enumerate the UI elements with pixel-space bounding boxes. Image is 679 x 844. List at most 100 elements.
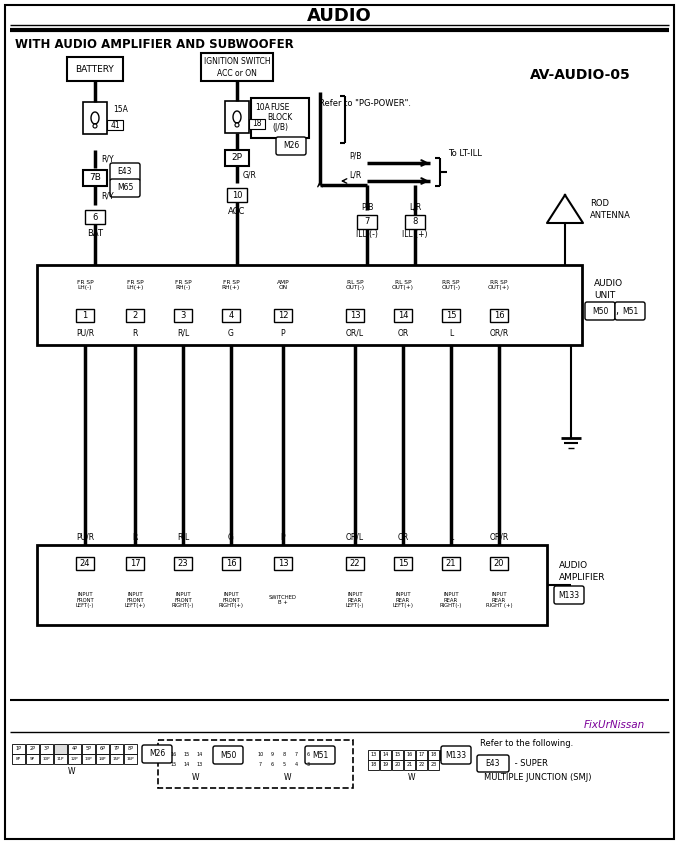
Text: 16: 16 xyxy=(171,753,177,758)
FancyBboxPatch shape xyxy=(213,746,243,764)
Bar xyxy=(12,754,25,764)
Text: 6: 6 xyxy=(307,753,310,758)
Text: Refer to the following.: Refer to the following. xyxy=(480,739,573,749)
Text: W: W xyxy=(192,773,200,782)
Text: INPUT
REAR
LEFT(+): INPUT REAR LEFT(+) xyxy=(392,592,414,609)
Text: M51: M51 xyxy=(312,750,328,760)
Text: 15: 15 xyxy=(394,753,401,758)
Text: 13P: 13P xyxy=(85,757,92,761)
Bar xyxy=(279,750,290,760)
Text: ILL (-): ILL (-) xyxy=(356,230,378,240)
Text: RR SP
OUT(-): RR SP OUT(-) xyxy=(441,279,460,290)
Text: 7: 7 xyxy=(295,753,298,758)
Text: MULTIPLE JUNCTION (SMJ): MULTIPLE JUNCTION (SMJ) xyxy=(484,773,591,782)
Text: 17: 17 xyxy=(130,559,141,567)
Bar xyxy=(405,215,425,229)
Text: M50: M50 xyxy=(220,750,236,760)
Text: 13: 13 xyxy=(197,762,203,767)
Text: P: P xyxy=(280,328,285,338)
Text: 8: 8 xyxy=(412,218,418,226)
Text: SWITCHED
B +: SWITCHED B + xyxy=(269,595,297,605)
Text: 18: 18 xyxy=(430,753,437,758)
Bar xyxy=(54,744,67,754)
Text: 6P: 6P xyxy=(100,746,105,751)
Text: 13: 13 xyxy=(278,559,289,567)
Bar xyxy=(181,760,193,770)
Text: OR: OR xyxy=(397,328,409,338)
Bar xyxy=(194,760,206,770)
Bar xyxy=(404,760,415,770)
Text: 7: 7 xyxy=(365,218,369,226)
Text: 10: 10 xyxy=(257,753,263,758)
Text: 14P: 14P xyxy=(98,757,106,761)
Bar xyxy=(440,750,451,760)
Text: 10P: 10P xyxy=(43,757,50,761)
Bar xyxy=(124,744,137,754)
Text: OR/R: OR/R xyxy=(490,328,509,338)
Bar xyxy=(225,150,249,166)
Text: 16P: 16P xyxy=(127,757,134,761)
Text: 21: 21 xyxy=(406,762,413,767)
FancyBboxPatch shape xyxy=(276,137,306,155)
Text: 3: 3 xyxy=(307,762,310,767)
FancyBboxPatch shape xyxy=(110,179,140,197)
Text: 5P: 5P xyxy=(86,746,92,751)
Text: PU/R: PU/R xyxy=(76,533,94,542)
Text: AMPLIFIER: AMPLIFIER xyxy=(559,572,606,582)
Text: 4: 4 xyxy=(295,762,298,767)
Bar xyxy=(394,556,412,570)
Bar xyxy=(303,760,314,770)
Text: 15A: 15A xyxy=(113,105,128,113)
Text: 20: 20 xyxy=(494,559,504,567)
Text: 14: 14 xyxy=(197,753,203,758)
Text: AUDIO: AUDIO xyxy=(594,279,623,288)
FancyBboxPatch shape xyxy=(142,745,172,763)
Text: 15P: 15P xyxy=(113,757,120,761)
Text: 18: 18 xyxy=(253,120,261,128)
Bar xyxy=(124,754,137,764)
Bar xyxy=(168,750,180,760)
Text: PU/R: PU/R xyxy=(76,328,94,338)
Text: 13: 13 xyxy=(350,311,361,320)
Text: L: L xyxy=(449,328,453,338)
Bar xyxy=(222,309,240,322)
Text: Refer to "PG-POWER".: Refer to "PG-POWER". xyxy=(319,99,411,107)
Text: 10: 10 xyxy=(232,191,242,199)
Bar xyxy=(291,750,302,760)
Text: L/R: L/R xyxy=(349,170,361,180)
Text: INPUT
FRONT
RIGHT(+): INPUT FRONT RIGHT(+) xyxy=(219,592,244,609)
Circle shape xyxy=(93,124,97,128)
Bar xyxy=(291,760,302,770)
Text: 9P: 9P xyxy=(30,757,35,761)
Text: 16: 16 xyxy=(494,311,504,320)
Text: 12P: 12P xyxy=(71,757,78,761)
Bar xyxy=(54,754,67,764)
Bar xyxy=(76,309,94,322)
Circle shape xyxy=(235,123,239,127)
Bar xyxy=(490,556,508,570)
Text: 6: 6 xyxy=(271,762,274,767)
Text: L/R: L/R xyxy=(409,203,421,212)
Bar xyxy=(37,265,582,345)
FancyBboxPatch shape xyxy=(441,746,471,764)
Bar xyxy=(368,750,379,760)
Text: ACC or ON: ACC or ON xyxy=(217,68,257,78)
Bar xyxy=(442,556,460,570)
Bar xyxy=(251,98,309,138)
Text: M133: M133 xyxy=(445,750,466,760)
Bar xyxy=(110,754,123,764)
Text: BLOCK: BLOCK xyxy=(268,113,293,122)
Text: WITH AUDIO AMPLIFIER AND SUBWOOFER: WITH AUDIO AMPLIFIER AND SUBWOOFER xyxy=(15,37,294,51)
FancyBboxPatch shape xyxy=(305,746,335,764)
Bar xyxy=(126,556,144,570)
Bar xyxy=(490,309,508,322)
Bar xyxy=(107,120,123,130)
Text: M51: M51 xyxy=(622,306,638,316)
Text: W: W xyxy=(408,773,416,782)
Bar xyxy=(274,309,292,322)
Text: 15: 15 xyxy=(445,311,456,320)
Bar xyxy=(26,744,39,754)
Text: 23: 23 xyxy=(178,559,188,567)
Text: W: W xyxy=(69,767,76,776)
Text: 8P: 8P xyxy=(16,757,21,761)
